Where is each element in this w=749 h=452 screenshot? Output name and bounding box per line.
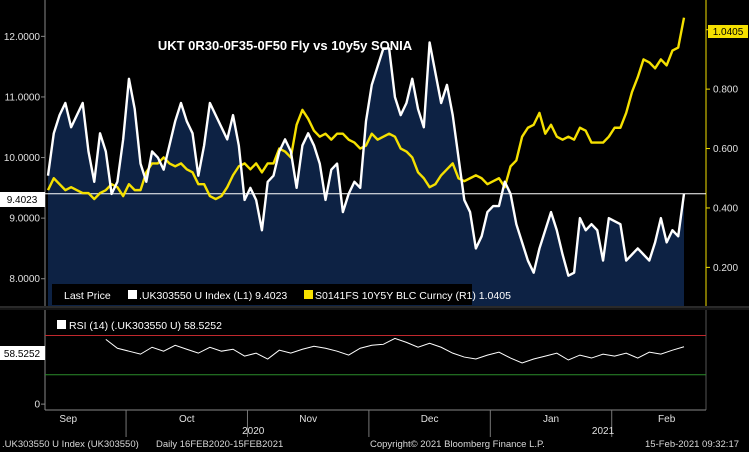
legend-item-fly: .UK303550 U Index (L1) 9.4023 — [139, 290, 287, 302]
x-year-label: 2020 — [242, 426, 265, 437]
footer-security: .UK303550 U Index (UK303550) — [2, 439, 139, 450]
right-tick-label: 0.600 — [713, 144, 738, 155]
footer-copyright: Copyright© 2021 Bloomberg Finance L.P. — [370, 439, 545, 450]
price-panel: 8.0000 9.0000 10.0000 11.0000 12.0000 0.200 0… — [0, 0, 748, 307]
left-tick-label: 9.0000 — [9, 214, 40, 225]
left-current-label: 9.4023 — [7, 195, 38, 206]
fly-series-line — [46, 41, 686, 277]
rsi-panel: 050 RSI (14) (.UK303550 U) 58.5252 58.52… — [0, 310, 707, 411]
rsi-legend-swatch — [57, 320, 66, 329]
right-tick-label: 0.800 — [713, 85, 738, 96]
right-tick-label: 0.400 — [713, 203, 738, 214]
left-current-label-box — [0, 192, 45, 207]
x-tick-label: Nov — [299, 414, 317, 425]
left-tick-label: 10.0000 — [4, 153, 41, 164]
x-tick-label: Jan — [543, 414, 559, 425]
rsi-legend: RSI (14) (.UK303550 U) 58.5252 — [69, 320, 222, 332]
rsi-current-label: 58.5252 — [4, 349, 41, 360]
right-tick-label: 0.200 — [713, 263, 738, 274]
x-tick-label: Feb — [658, 414, 676, 425]
right-last-label-box — [708, 25, 748, 38]
x-tick-label: Dec — [421, 414, 439, 425]
rsi-tick-label: 0 — [34, 400, 40, 411]
left-tick-label: 11.0000 — [5, 92, 41, 103]
chart-title: UKT 0R30-0F35-0F50 Fly vs 10y5y SONIA — [158, 38, 413, 53]
left-tick-label: 8.0000 — [9, 274, 40, 285]
fly-area-fill — [48, 42, 684, 307]
legend-box — [52, 284, 472, 305]
footer-date-range: Daily 16FEB2020-15FEB2021 — [156, 439, 284, 450]
left-tick-label: 12.0000 — [4, 32, 41, 43]
x-tick-label: Sep — [59, 414, 77, 425]
x-year-label: 2021 — [592, 426, 615, 437]
bloomberg-chart: 8.0000 9.0000 10.0000 11.0000 12.0000 0.200 0… — [0, 0, 749, 437]
legend-swatch-sonia — [304, 290, 313, 299]
rsi-legend-box — [52, 316, 258, 334]
sonia-series-line — [46, 17, 686, 201]
rsi-current-label-box — [0, 346, 45, 360]
x-tick-label: Oct — [179, 414, 195, 425]
footer-timestamp: 15-Feb-2021 09:32:17 — [645, 439, 740, 450]
rsi-series-line — [105, 337, 685, 364]
x-axis: Sep Oct Nov Dec Jan Feb 2020 2021 — [45, 409, 706, 437]
legend-title: Last Price — [64, 290, 111, 302]
legend-swatch-fly — [128, 290, 137, 299]
legend-item-sonia: S0141FS 10Y5Y BLC Curncy (R1) 1.0405 — [315, 290, 511, 302]
footer-bar: .UK303550 U Index (UK303550) Daily 16FEB… — [0, 437, 749, 452]
right-last-label: 1.0405 — [713, 27, 744, 38]
